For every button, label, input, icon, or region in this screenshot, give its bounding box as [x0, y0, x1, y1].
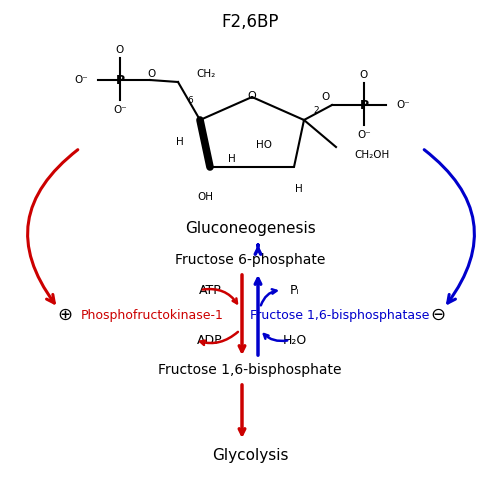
Text: O: O	[116, 45, 124, 55]
Text: 6: 6	[187, 96, 193, 104]
Text: F2,6BP: F2,6BP	[221, 13, 279, 31]
FancyArrowPatch shape	[28, 149, 78, 303]
Text: H: H	[295, 184, 303, 194]
Text: Pᵢ: Pᵢ	[290, 284, 300, 296]
Text: ATP: ATP	[198, 284, 222, 296]
Text: CH₂: CH₂	[196, 69, 215, 79]
Text: H₂O: H₂O	[283, 334, 307, 346]
Text: H: H	[176, 137, 184, 147]
Text: P: P	[360, 98, 368, 112]
Text: O⁻: O⁻	[113, 105, 127, 115]
Text: H: H	[228, 154, 236, 164]
Text: Phosphofructokinase-1: Phosphofructokinase-1	[80, 309, 224, 321]
Text: O⁻: O⁻	[396, 100, 410, 110]
Text: O: O	[360, 70, 368, 80]
Text: 2: 2	[313, 105, 319, 115]
Text: HO: HO	[256, 140, 272, 150]
Text: CH₂OH: CH₂OH	[354, 150, 389, 160]
Text: Fructose 1,6-bisphosphate: Fructose 1,6-bisphosphate	[158, 363, 342, 377]
Text: O⁻: O⁻	[74, 75, 88, 85]
Text: Gluconeogenesis: Gluconeogenesis	[184, 220, 316, 236]
Text: ADP: ADP	[197, 334, 223, 346]
Text: Fructose 1,6-bisphosphatase: Fructose 1,6-bisphosphatase	[250, 309, 430, 321]
Text: P: P	[116, 74, 124, 87]
Text: ⊖: ⊖	[430, 306, 446, 324]
Text: ⊕: ⊕	[58, 306, 72, 324]
Text: Fructose 6-phosphate: Fructose 6-phosphate	[175, 253, 325, 267]
FancyArrowPatch shape	[424, 149, 474, 303]
Text: O: O	[248, 91, 256, 101]
Text: OH: OH	[197, 192, 213, 202]
Text: O: O	[148, 69, 156, 79]
Text: O: O	[322, 92, 330, 102]
Text: O⁻: O⁻	[357, 130, 371, 140]
Text: Glycolysis: Glycolysis	[212, 447, 288, 463]
